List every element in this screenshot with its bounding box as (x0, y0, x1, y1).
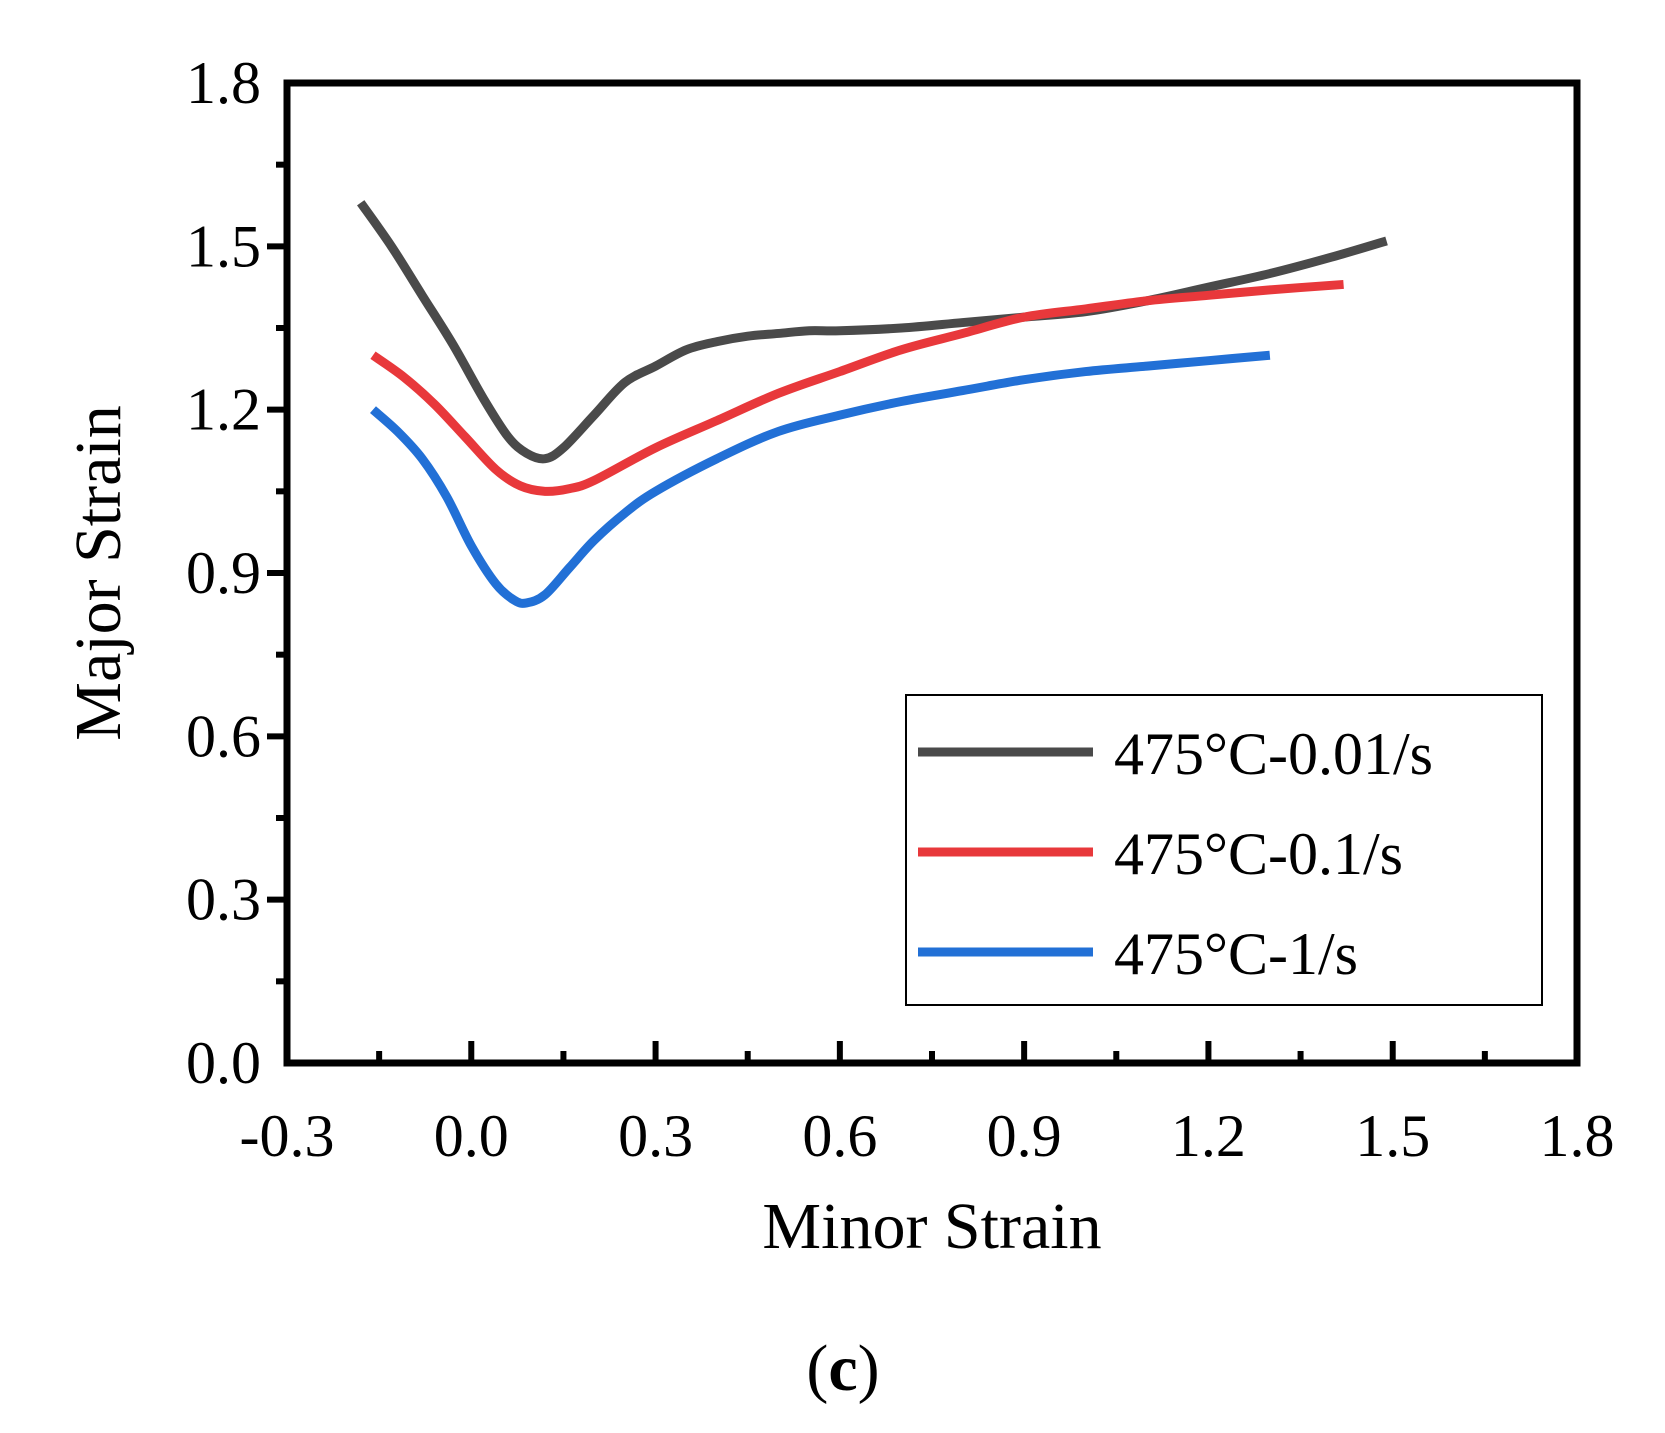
x-tick-label: 0.0 (434, 1103, 509, 1169)
legend-label-3: 475°C-1/s (1114, 921, 1358, 987)
caption-open-paren: ( (806, 1332, 828, 1405)
caption-close-paren: ) (858, 1332, 880, 1405)
x-tick-label: -0.3 (240, 1103, 335, 1169)
y-axis-title: Major Strain (62, 405, 135, 740)
x-tick-label: 0.9 (987, 1103, 1062, 1169)
x-tick-label: 1.5 (1355, 1103, 1430, 1169)
y-tick-label: 0.3 (186, 867, 261, 933)
x-tick-label: 0.3 (618, 1103, 693, 1169)
x-axis-title: Minor Strain (762, 1190, 1101, 1263)
x-tick-label: 1.2 (1171, 1103, 1246, 1169)
legend-entries: 475°C-0.01/s 475°C-0.1/s 475°C-1/s (918, 721, 1433, 987)
x-tick-label: 1.8 (1540, 1103, 1615, 1169)
y-tick-labels: 0.0 0.3 0.6 0.9 1.2 1.5 1.8 (186, 50, 261, 1096)
series-line-2 (370, 279, 1344, 496)
series-line-1 (357, 200, 1388, 464)
legend-label-2: 475°C-0.1/s (1114, 821, 1403, 887)
x-tick-label: 0.6 (802, 1103, 877, 1169)
plot-frame (283, 79, 1581, 1067)
y-tick-label: 0.0 (186, 1030, 261, 1096)
caption-letter: c (828, 1332, 857, 1405)
y-tick-label: 1.2 (186, 377, 261, 443)
y-tick-label: 0.6 (186, 703, 261, 769)
y-tick-label: 1.8 (186, 50, 261, 116)
y-tick-label: 1.5 (186, 213, 261, 279)
legend-label-1: 475°C-0.01/s (1114, 721, 1433, 787)
legend: 475°C-0.01/s 475°C-0.1/s 475°C-1/s (905, 694, 1543, 1006)
x-tick-labels: -0.3 0.0 0.3 0.6 0.9 1.2 1.5 1.8 (240, 1103, 1615, 1169)
series-layer (357, 200, 1388, 608)
figure-caption: (c) (806, 1332, 879, 1405)
y-tick-label: 0.9 (186, 540, 261, 606)
series-line-3 (370, 350, 1271, 608)
